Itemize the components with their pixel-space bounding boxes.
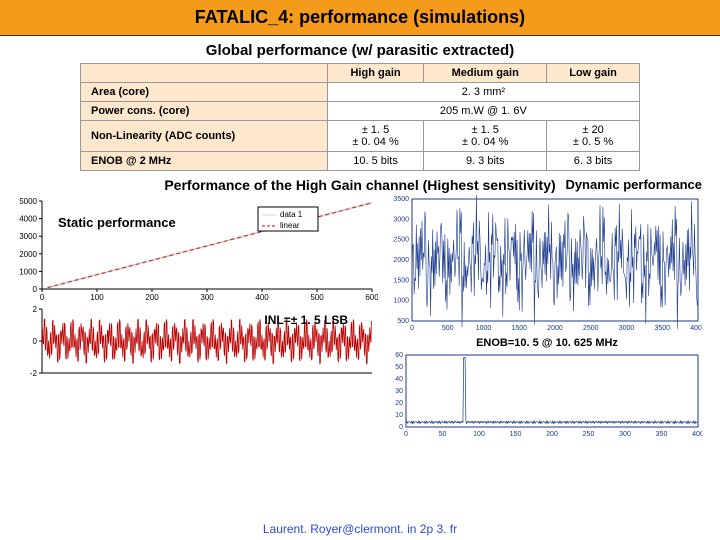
cell: 2. 3 mm² xyxy=(327,83,639,102)
svg-text:200: 200 xyxy=(546,431,558,438)
svg-text:1000: 1000 xyxy=(19,267,37,276)
footer-email: Laurent. Royer@clermont. in 2p 3. fr xyxy=(0,522,720,536)
svg-text:350: 350 xyxy=(656,431,668,438)
svg-text:0: 0 xyxy=(33,337,38,346)
cell: 205 m.W @ 1. 6V xyxy=(327,102,639,121)
svg-text:3500: 3500 xyxy=(654,325,670,332)
static-column: Static performance 010002000300040005000… xyxy=(8,195,378,441)
svg-text:0: 0 xyxy=(410,325,414,332)
col-header: Medium gain xyxy=(424,64,547,83)
row-label: Power cons. (core) xyxy=(81,102,328,121)
svg-text:50: 50 xyxy=(395,364,403,371)
svg-text:4000: 4000 xyxy=(690,325,702,332)
svg-text:-2: -2 xyxy=(30,369,38,378)
svg-text:500: 500 xyxy=(397,318,409,325)
svg-text:2500: 2500 xyxy=(393,237,409,244)
svg-text:2000: 2000 xyxy=(547,325,563,332)
svg-text:3000: 3000 xyxy=(19,232,37,241)
enob-annot: ENOB=10. 5 @ 10. 625 MHz xyxy=(382,337,712,349)
svg-text:1000: 1000 xyxy=(476,325,492,332)
charts-row: Static performance 010002000300040005000… xyxy=(0,195,720,441)
svg-text:1500: 1500 xyxy=(511,325,527,332)
svg-text:linear: linear xyxy=(280,221,300,230)
cell: 9. 3 bits xyxy=(424,152,547,171)
svg-text:3500: 3500 xyxy=(393,196,409,203)
svg-text:500: 500 xyxy=(310,293,324,302)
noise-waveform-chart: 5001000150020002500300035000500100015002… xyxy=(382,195,702,335)
title-bar: FATALIC_4: performance (simulations) xyxy=(0,0,720,36)
svg-text:100: 100 xyxy=(473,431,485,438)
inl-annot: INL=± 1. 5 LSB xyxy=(264,313,348,327)
table-subtitle: Global performance (w/ parasitic extract… xyxy=(0,42,720,59)
svg-text:300: 300 xyxy=(619,431,631,438)
svg-text:50: 50 xyxy=(439,431,447,438)
svg-text:data 1: data 1 xyxy=(280,210,303,219)
svg-text:60: 60 xyxy=(395,352,403,359)
svg-text:10: 10 xyxy=(395,412,403,419)
static-label: Static performance xyxy=(58,215,176,230)
cell: ± 20± 0. 5 % xyxy=(547,121,640,152)
svg-text:150: 150 xyxy=(510,431,522,438)
svg-text:300: 300 xyxy=(200,293,214,302)
svg-text:0: 0 xyxy=(33,285,38,294)
svg-text:1500: 1500 xyxy=(393,277,409,284)
performance-table: High gainMedium gainLow gain Area (core)… xyxy=(80,63,640,171)
svg-text:3000: 3000 xyxy=(393,216,409,223)
svg-text:2500: 2500 xyxy=(583,325,599,332)
svg-text:100: 100 xyxy=(90,293,104,302)
svg-text:2000: 2000 xyxy=(19,250,37,259)
col-header: Low gain xyxy=(547,64,640,83)
col-header xyxy=(81,64,328,83)
svg-text:2000: 2000 xyxy=(393,257,409,264)
dynamic-label: Dynamic performance xyxy=(565,177,702,192)
col-header: High gain xyxy=(327,64,424,83)
svg-text:5000: 5000 xyxy=(19,197,37,206)
svg-text:0: 0 xyxy=(404,431,408,438)
row-label: ENOB @ 2 MHz xyxy=(81,152,328,171)
cell: 10. 5 bits xyxy=(327,152,424,171)
svg-text:0: 0 xyxy=(40,293,45,302)
cell: ± 1. 5± 0. 04 % xyxy=(424,121,547,152)
row-label: Non-Linearity (ADC counts) xyxy=(81,121,328,152)
svg-text:600: 600 xyxy=(365,293,378,302)
cell: ± 1. 5± 0. 04 % xyxy=(327,121,424,152)
page-title: FATALIC_4: performance (simulations) xyxy=(195,7,525,28)
svg-text:40: 40 xyxy=(395,376,403,383)
svg-text:4000: 4000 xyxy=(19,215,37,224)
svg-text:30: 30 xyxy=(395,388,403,395)
svg-text:250: 250 xyxy=(583,431,595,438)
cell: 6. 3 bits xyxy=(547,152,640,171)
svg-text:200: 200 xyxy=(145,293,159,302)
svg-text:20: 20 xyxy=(395,400,403,407)
svg-text:3000: 3000 xyxy=(619,325,635,332)
svg-text:500: 500 xyxy=(442,325,454,332)
svg-text:0: 0 xyxy=(399,424,403,431)
linearity-chart: 0 1000 2000 3000 4000 5000 0 100 200 300 400 500 600… xyxy=(8,195,378,305)
svg-text:2: 2 xyxy=(33,305,38,314)
svg-text:1000: 1000 xyxy=(393,298,409,305)
row-label: Area (core) xyxy=(81,83,328,102)
spectrum-chart: 0 10 20 30 40 50 60 0 50 100 150 200 250 300 350 400 xyxy=(382,351,702,441)
svg-text:400: 400 xyxy=(692,431,702,438)
svg-text:400: 400 xyxy=(255,293,269,302)
dynamic-column: Dynamic performance 50010001500200025003… xyxy=(382,195,712,441)
